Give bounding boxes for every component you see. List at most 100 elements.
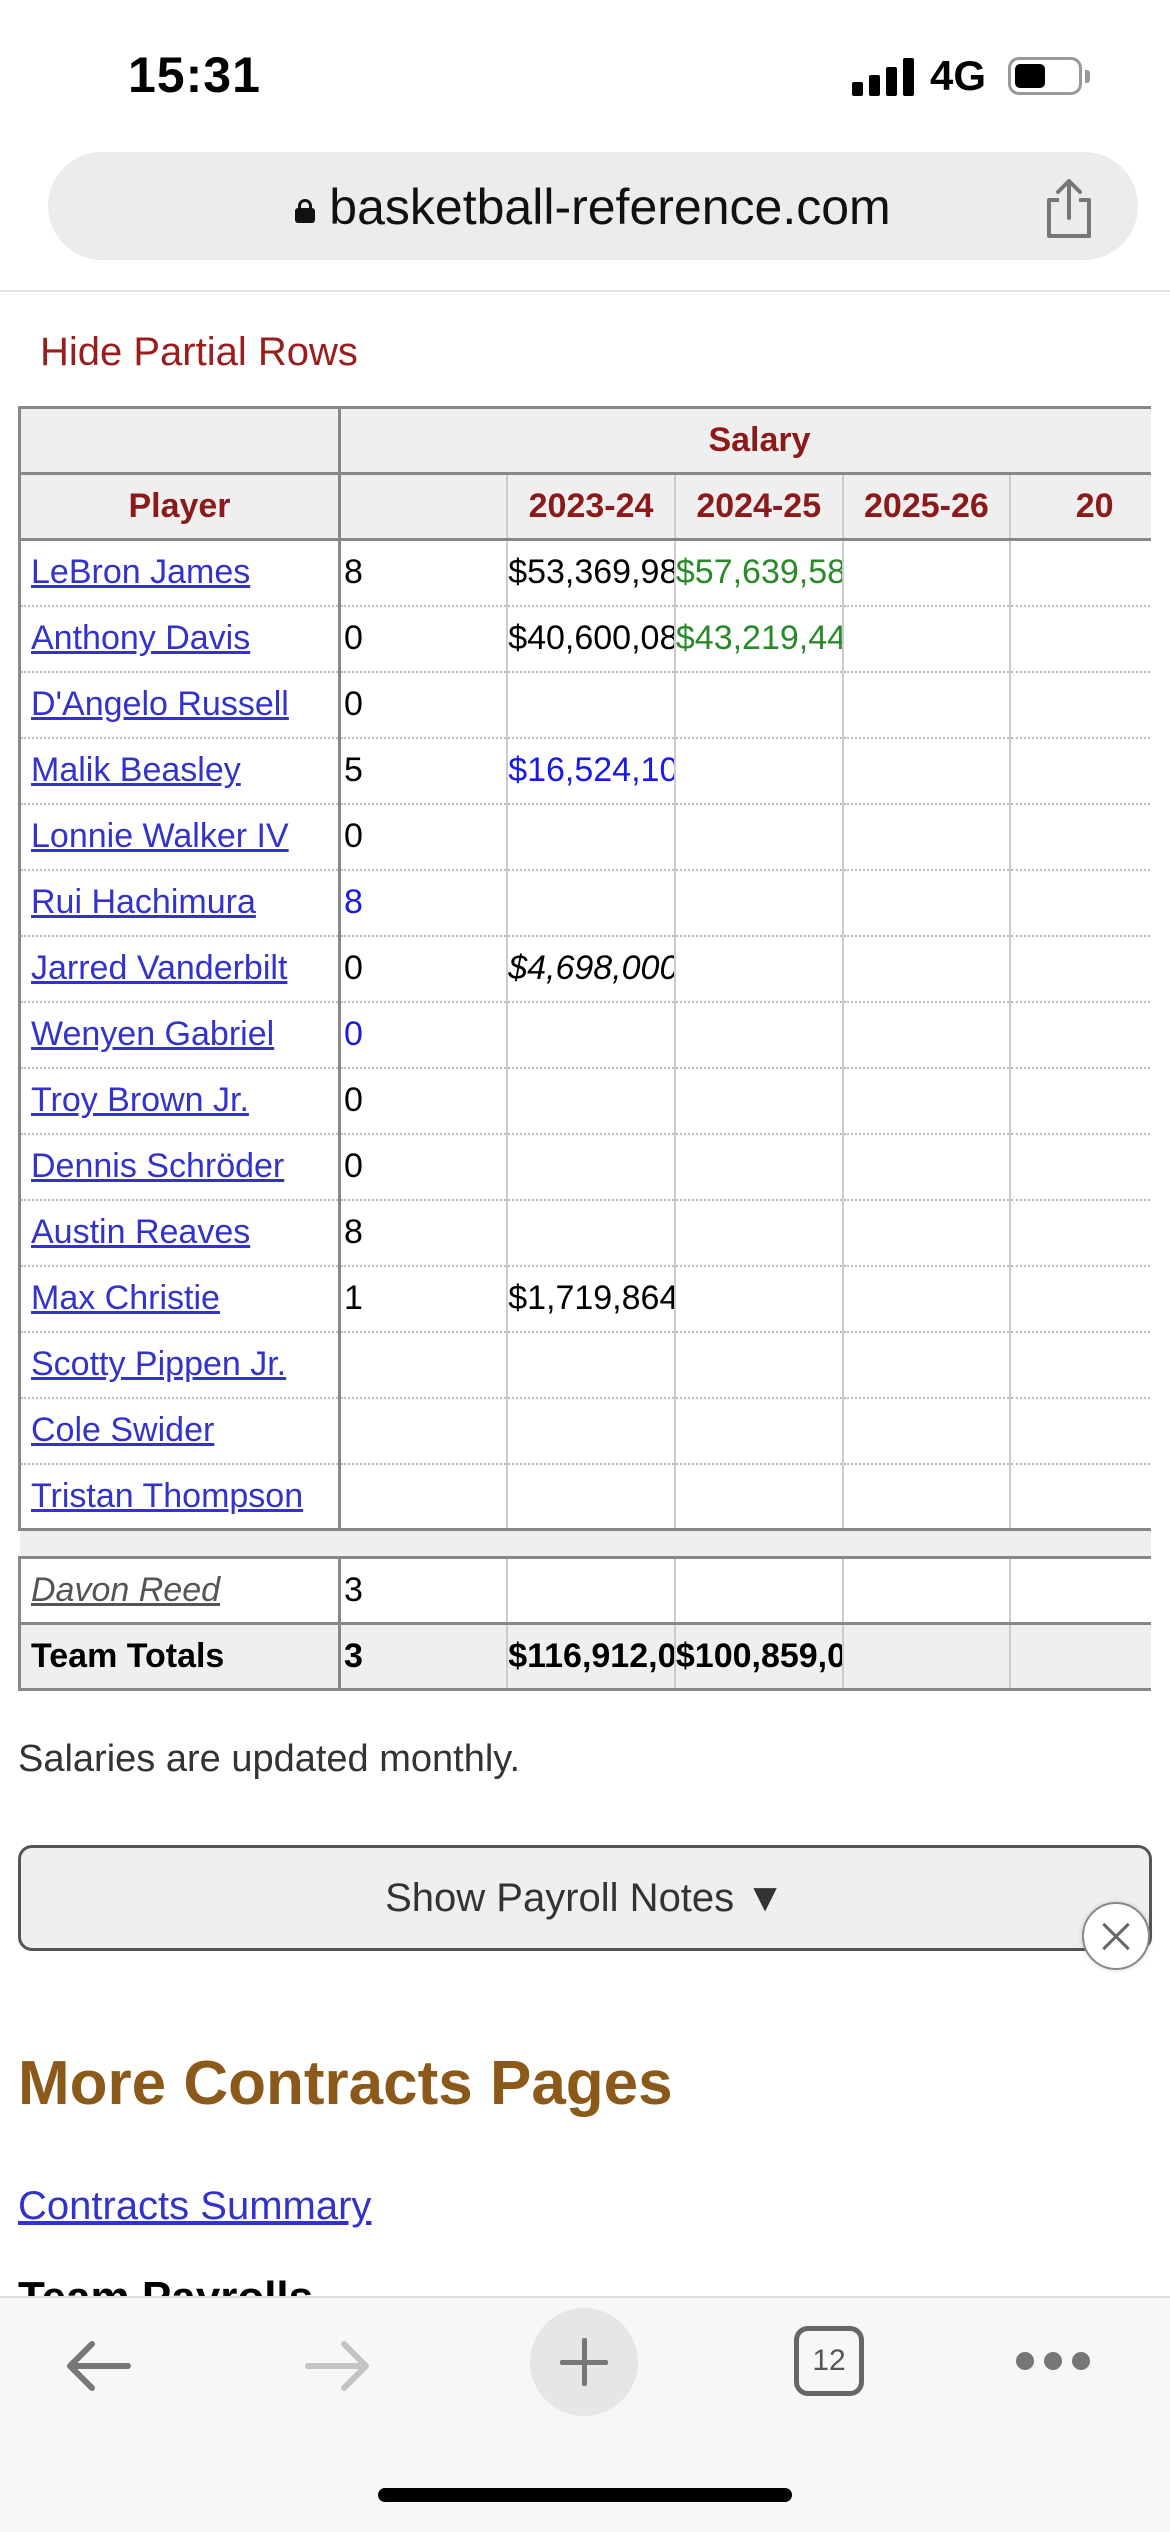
player-link[interactable]: Austin Reaves — [31, 1213, 251, 1251]
player-link[interactable]: LeBron James — [31, 553, 251, 592]
cell-2024-25 — [674, 1463, 844, 1531]
lock-icon — [295, 199, 316, 223]
col-header-2025-26[interactable]: 2025-26 — [842, 473, 1012, 541]
salary-table: Salary Player 2023-24 2024-25 2025-26 20… — [18, 406, 1151, 1691]
forward-arrow-icon[interactable] — [302, 2336, 376, 2396]
status-bar: 15:31 4G — [0, 0, 1170, 150]
battery-icon — [1008, 57, 1082, 95]
cell-n: 1 — [339, 1265, 509, 1333]
cell-n: 0 — [339, 1001, 509, 1069]
partial-table-row: Davon Reed 3 — [18, 1557, 1151, 1625]
battery-tip — [1085, 70, 1090, 83]
address-bar[interactable]: basketball-reference.com — [48, 152, 1138, 260]
player-link[interactable]: Wenyen Gabriel — [31, 1015, 275, 1053]
player-link[interactable]: Tristan Thompson — [31, 1476, 304, 1515]
show-payroll-notes-button[interactable]: Show Payroll Notes ▼ — [18, 1845, 1152, 1951]
player-link[interactable]: Max Christie — [31, 1279, 220, 1317]
cell-n: 8 — [339, 869, 509, 937]
cell-2025-26 — [842, 671, 1012, 739]
col-header-2024-25[interactable]: 2024-25 — [674, 473, 844, 541]
url-text: basketball-reference.com — [329, 179, 891, 235]
cell-2023-24 — [507, 803, 676, 871]
player-link[interactable]: Dennis Schröder — [31, 1147, 285, 1185]
cell-2025-26 — [842, 605, 1012, 673]
table-row: Max Christie 1 $1,719,864 — [18, 1265, 1151, 1333]
contracts-summary-link[interactable]: Contracts Summary — [18, 2184, 372, 2228]
cell-2024-25 — [674, 1557, 844, 1625]
table-row: LeBron James 8 $53,369,986 $57,639,585 — [18, 539, 1151, 607]
cell-next — [1010, 869, 1151, 937]
cell-next — [1010, 605, 1151, 673]
cell-2025-26 — [842, 1331, 1012, 1399]
totals-2025-26 — [842, 1622, 1012, 1691]
cell-2024-25 — [674, 1067, 844, 1135]
cell-2024-25: $43,219,440 — [674, 605, 844, 673]
cell-2025-26 — [842, 1199, 1012, 1267]
player-link[interactable]: D'Angelo Russell — [31, 685, 289, 723]
cell-2024-25 — [674, 737, 844, 805]
cell-2023-24 — [507, 1001, 676, 1069]
cell-next — [1010, 1331, 1151, 1399]
hide-partial-rows-toggle[interactable]: Hide Partial Rows — [40, 330, 358, 374]
partial-player-link[interactable]: Davon Reed — [31, 1571, 221, 1609]
cell-2023-24 — [507, 1557, 676, 1625]
col-header-next[interactable]: 20 — [1010, 473, 1151, 541]
cell-2025-26 — [842, 1463, 1012, 1531]
player-link[interactable]: Troy Brown Jr. — [31, 1081, 249, 1119]
network-type: 4G — [930, 52, 987, 99]
cell-2024-25 — [674, 1397, 844, 1465]
share-icon[interactable] — [1042, 178, 1096, 240]
cell-n: 0 — [339, 935, 509, 1003]
cell-2023-24 — [507, 1199, 676, 1267]
cell-2025-26 — [842, 1397, 1012, 1465]
cell-n: 5 — [339, 737, 509, 805]
player-link[interactable]: Lonnie Walker IV — [31, 817, 289, 855]
salary-table-container[interactable]: Salary Player 2023-24 2024-25 2025-26 20… — [18, 406, 1151, 1692]
group-header-salary: Salary — [339, 406, 1151, 475]
cell-n — [339, 1397, 509, 1465]
cell-2025-26 — [842, 869, 1012, 937]
col-header-blank — [339, 473, 509, 541]
cell-2024-25 — [674, 671, 844, 739]
status-time: 15:31 — [128, 47, 261, 103]
cell-next — [1010, 1463, 1151, 1531]
home-indicator — [378, 2488, 792, 2502]
player-link[interactable]: Rui Hachimura — [31, 883, 256, 921]
player-link[interactable]: Malik Beasley — [31, 751, 241, 789]
cell-2024-25 — [674, 1133, 844, 1201]
cell-2025-26 — [842, 1133, 1012, 1201]
new-tab-plus-icon[interactable] — [530, 2308, 638, 2416]
player-link[interactable]: Cole Swider — [31, 1411, 215, 1449]
table-row: Austin Reaves 8 — [18, 1199, 1151, 1267]
cell-2023-24: $1,719,864 — [507, 1265, 676, 1333]
cell-2023-24: $4,698,000 — [507, 935, 676, 1003]
cell-next — [1010, 1001, 1151, 1069]
col-header-2023-24[interactable]: 2023-24 — [507, 473, 676, 541]
table-separator-row — [19, 1528, 1151, 1559]
cell-next — [1010, 671, 1151, 739]
top-divider — [0, 290, 1170, 292]
cell-n: 3 — [339, 1557, 509, 1625]
cell-next — [1010, 1067, 1151, 1135]
cell-2025-26 — [842, 803, 1012, 871]
cell-next — [1010, 935, 1151, 1003]
col-header-player[interactable]: Player — [18, 473, 341, 541]
back-arrow-icon[interactable] — [60, 2336, 134, 2396]
more-options-icon[interactable] — [1016, 2352, 1090, 2372]
cell-next — [1010, 737, 1151, 805]
player-link[interactable]: Anthony Davis — [31, 619, 251, 657]
totals-2024-25: $100,859,025 — [674, 1622, 844, 1691]
tabs-count-button[interactable]: 12 — [794, 2326, 864, 2396]
cell-2024-25: $57,639,585 — [674, 539, 844, 607]
cell-2023-24 — [507, 869, 676, 937]
cell-2025-26 — [842, 1557, 1012, 1625]
player-link[interactable]: Scotty Pippen Jr. — [31, 1345, 287, 1383]
salary-note: Salaries are updated monthly. — [18, 1738, 521, 1780]
player-link[interactable]: Jarred Vanderbilt — [31, 949, 288, 987]
cell-2025-26 — [842, 1001, 1012, 1069]
table-row: Scotty Pippen Jr. — [18, 1331, 1151, 1399]
url-display[interactable]: basketball-reference.com — [48, 178, 1138, 236]
table-row: D'Angelo Russell 0 — [18, 671, 1151, 739]
table-row: Troy Brown Jr. 0 — [18, 1067, 1151, 1135]
close-icon[interactable] — [1082, 1902, 1150, 1970]
